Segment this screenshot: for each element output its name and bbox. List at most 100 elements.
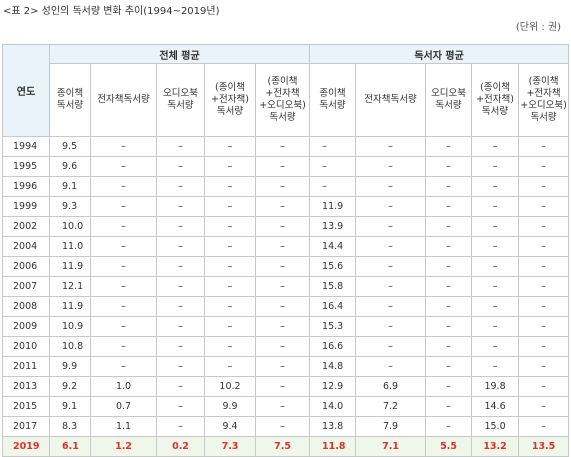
- table-row: 2013 9.2 1.0–10.2–12.9 6.9–19.8–: [2, 376, 570, 397]
- value-cell: 9.1: [49, 396, 91, 417]
- year-cell: 2004: [2, 236, 50, 257]
- value-cell: –: [254, 136, 311, 157]
- value-cell: –: [355, 196, 427, 217]
- value-cell: –: [90, 356, 157, 377]
- year-cell: 2009: [2, 316, 50, 337]
- value-cell: –: [425, 136, 473, 157]
- value-cell: –: [355, 136, 427, 157]
- table-row: 2011 9.9– – – –14.8– – – –: [2, 356, 570, 377]
- value-cell: –: [518, 136, 570, 157]
- table-row: 2017 8.3 1.1–9.4–13.8 7.9–15.0–: [2, 416, 570, 437]
- value-cell: –: [254, 156, 311, 177]
- col-header-paper-ebook-audio: (종이책 +전자책 +오디오북) 독서량: [518, 63, 570, 137]
- value-cell: 0.7: [90, 396, 157, 417]
- value-cell: 14.8: [309, 356, 357, 377]
- table-row: 1999 9.3– – – –11.9– – – –: [2, 196, 570, 217]
- value-cell: –: [471, 176, 520, 197]
- value-cell: –: [90, 236, 157, 257]
- value-cell: –: [90, 296, 157, 317]
- value-cell: 8.3: [49, 416, 91, 437]
- reading-volume-table: 연도 전체 평균 독서자 평균 종이책 독서량 전자책독서량 오디오북 독서량 …: [2, 44, 570, 457]
- value-cell: –: [204, 276, 256, 297]
- year-cell: 2013: [2, 376, 50, 397]
- value-cell: –: [471, 336, 520, 357]
- year-cell: 2002: [2, 216, 50, 237]
- value-cell: –: [355, 256, 427, 277]
- col-header-paper-ebook-audio: (종이책 +전자책 +오디오북) 독서량: [254, 63, 311, 137]
- value-cell: 14.6: [471, 396, 520, 417]
- col-header-paper-ebook: (종이책 +전자책) 독서량: [204, 63, 256, 137]
- table-row: 2004 11.0– – – –14.4– – – –: [2, 236, 570, 257]
- group-header-reader-average: 독서자 평균: [309, 44, 570, 64]
- value-cell: –: [471, 316, 520, 337]
- value-cell: 12.9: [309, 376, 357, 397]
- table-row: 2015 9.1 0.7–9.9–14.0 7.2–14.6–: [2, 396, 570, 417]
- value-cell: 13.8: [309, 416, 357, 437]
- value-cell: –: [254, 336, 311, 357]
- value-cell: –: [156, 276, 205, 297]
- value-cell: 1.1: [90, 416, 157, 437]
- value-cell: 10.9: [49, 316, 91, 337]
- value-cell: –: [204, 216, 256, 237]
- value-cell: –: [518, 416, 570, 437]
- value-cell: 13.9: [309, 216, 357, 237]
- value-cell: –: [156, 296, 205, 317]
- value-cell: –: [425, 196, 473, 217]
- value-cell: –: [355, 356, 427, 377]
- value-cell: –: [90, 316, 157, 337]
- value-cell: –: [425, 376, 473, 397]
- value-cell: –: [355, 336, 427, 357]
- value-cell: –: [204, 136, 256, 157]
- value-cell: 6.9: [355, 376, 427, 397]
- value-cell: –: [156, 136, 205, 157]
- value-cell: –: [254, 396, 311, 417]
- header-sub-row: 종이책 독서량 전자책독서량 오디오북 독서량 (종이책 +전자책) 독서량 (…: [3, 63, 570, 137]
- col-header-audiobook: 오디오북 독서량: [425, 63, 473, 137]
- value-cell: 15.6: [309, 256, 357, 277]
- value-cell: –: [254, 176, 311, 197]
- value-cell: –: [254, 256, 311, 277]
- value-cell: 9.9: [49, 356, 91, 377]
- value-cell: –: [518, 396, 570, 417]
- value-cell: –: [425, 296, 473, 317]
- value-cell: –: [355, 176, 427, 197]
- value-cell: 11.9: [49, 296, 91, 317]
- value-cell: –: [355, 296, 427, 317]
- value-cell: –: [156, 236, 205, 257]
- value-cell: –: [204, 156, 256, 177]
- value-cell: –: [90, 276, 157, 297]
- value-cell: 11.9: [49, 256, 91, 277]
- value-cell: –: [425, 396, 473, 417]
- value-cell: –: [156, 196, 205, 217]
- value-cell: –: [425, 316, 473, 337]
- value-cell: –: [156, 376, 205, 397]
- value-cell: –: [156, 396, 205, 417]
- value-cell: –: [309, 176, 357, 197]
- value-cell: –: [156, 356, 205, 377]
- value-cell: 15.0: [471, 416, 520, 437]
- year-cell: 2006: [2, 256, 50, 277]
- value-cell: –: [254, 356, 311, 377]
- value-cell: –: [204, 336, 256, 357]
- value-cell: 7.2: [355, 396, 427, 417]
- col-header-paper-ebook: (종이책 +전자책) 독서량: [471, 63, 520, 137]
- table-row: 2008 11.9– – – –16.4– – – –: [2, 296, 570, 317]
- value-cell: –: [425, 176, 473, 197]
- value-cell: –: [156, 316, 205, 337]
- value-cell: –: [254, 376, 311, 397]
- header-group-row: 연도 전체 평균 독서자 평균: [2, 44, 570, 137]
- value-cell: –: [204, 356, 256, 377]
- table-row: 2002 10.0– – – –13.9– – – –: [2, 216, 570, 237]
- year-cell: 1996: [2, 176, 50, 197]
- value-cell: 1.0: [90, 376, 157, 397]
- value-cell: –: [156, 416, 205, 437]
- col-header-ebook: 전자책독서량: [90, 63, 157, 137]
- value-cell: –: [156, 256, 205, 277]
- col-header-paper: 종이책 독서량: [309, 63, 357, 137]
- value-cell: 9.5: [49, 136, 91, 157]
- value-cell: –: [425, 416, 473, 437]
- year-cell: 2017: [2, 416, 50, 437]
- year-cell: 2015: [2, 396, 50, 417]
- table-row: 1996 9.1– – – – – – – – –: [2, 176, 570, 197]
- value-cell: –: [355, 236, 427, 257]
